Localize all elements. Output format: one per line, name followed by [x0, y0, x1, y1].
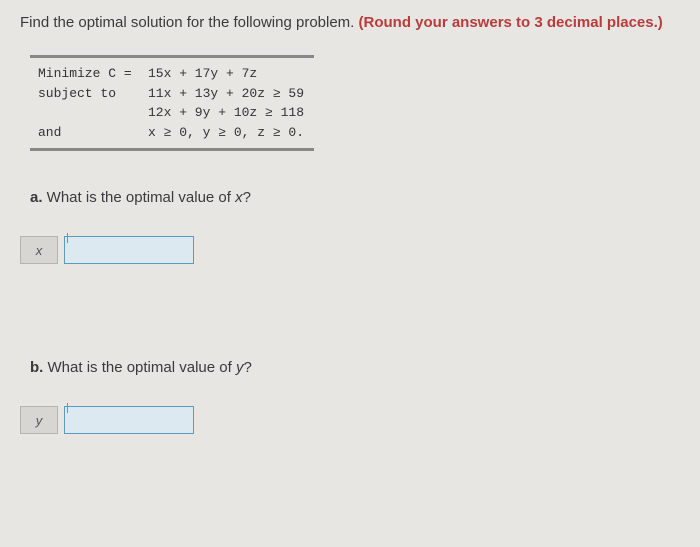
lp-label: and: [38, 123, 148, 143]
question-b-qmark: ?: [243, 359, 251, 376]
question-a-section: a. What is the optimal value of x? x: [30, 189, 680, 264]
question-b-label: b. What is the optimal value of y?: [30, 359, 680, 376]
var-label-y: y: [20, 406, 58, 434]
lp-equation: 12x + 9y + 10z ≥ 118: [148, 103, 304, 123]
lp-row: 12x + 9y + 10z ≥ 118: [38, 103, 304, 123]
answer-input-y[interactable]: [64, 406, 194, 434]
problem-prompt: Find the optimal solution for the follow…: [20, 12, 680, 33]
lp-label: subject to: [38, 84, 148, 104]
var-label-x: x: [20, 236, 58, 264]
lp-row: Minimize C = 15x + 17y + 7z: [38, 64, 304, 84]
lp-label: [38, 103, 148, 123]
question-a-var: x: [235, 189, 243, 206]
prompt-instruction: (Round your answers to 3 decimal places.…: [359, 14, 663, 31]
lp-problem-box: Minimize C = 15x + 17y + 7z subject to 1…: [30, 55, 314, 151]
part-letter-b: b.: [30, 359, 43, 376]
lp-label: Minimize C =: [38, 64, 148, 84]
answer-input-x[interactable]: [64, 236, 194, 264]
question-a-label: a. What is the optimal value of x?: [30, 189, 680, 206]
lp-equation: 11x + 13y + 20z ≥ 59: [148, 84, 304, 104]
question-b-section: b. What is the optimal value of y? y: [30, 359, 680, 434]
question-b-text: What is the optimal value of: [43, 359, 236, 376]
answer-row-a: x: [20, 236, 680, 264]
lp-equation: x ≥ 0, y ≥ 0, z ≥ 0.: [148, 123, 304, 143]
lp-equation: 15x + 17y + 7z: [148, 64, 257, 84]
answer-row-b: y: [20, 406, 680, 434]
lp-row: subject to 11x + 13y + 20z ≥ 59: [38, 84, 304, 104]
part-letter-a: a.: [30, 189, 43, 206]
question-a-qmark: ?: [243, 189, 251, 206]
prompt-main: Find the optimal solution for the follow…: [20, 14, 359, 31]
lp-row: and x ≥ 0, y ≥ 0, z ≥ 0.: [38, 123, 304, 143]
question-a-text: What is the optimal value of: [43, 189, 236, 206]
